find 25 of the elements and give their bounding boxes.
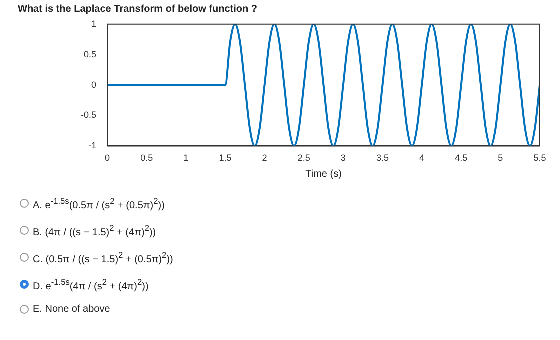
line-series — [108, 24, 540, 146]
x-tick-label: 0 — [105, 153, 110, 164]
y-tick-label: -1 — [88, 140, 97, 151]
chart-title: What is the Laplace Transform of below function ? — [18, 4, 258, 15]
x-tick-label: 5 — [498, 153, 504, 164]
text: A. e$^{-1.5s}$(0.5π / (s$^{2}$ + (0.5π)$^{2}$)) — [33, 196, 165, 212]
x-tick-label: 2 — [262, 153, 268, 164]
x-tick-label: 3.5 — [376, 153, 389, 164]
text: C. (0.5π / ((s − 1.5)$^{2}$ + (0.5π)$^{2}$)) — [33, 250, 174, 266]
text: D. e$^{-1.5s}$(4π / (s$^{2}$ + (4π)$^{2}$)) — [33, 277, 149, 292]
y-tick-label: 0.5 — [84, 49, 97, 60]
text: B. (4π / ((s − 1.5)$^{2}$ + (4π)$^{2}$)) — [33, 223, 156, 238]
x-tick-label: 1 — [184, 153, 189, 164]
x-tick-label: 5.5 — [534, 153, 546, 164]
y-tick-label: 0 — [91, 80, 97, 90]
x-tick-label: 3 — [340, 153, 346, 164]
x-tick-label: 2.5 — [298, 153, 310, 164]
x-axis-title: Time (s) — [306, 168, 342, 180]
x-tick-label: 1.5 — [219, 153, 232, 164]
x-tick-label: 4.5 — [455, 153, 468, 164]
y-tick-label: -0.5 — [80, 110, 97, 120]
x-tick-label: 4 — [420, 153, 425, 164]
x-tick-label: 0.5 — [140, 153, 154, 164]
y-tick-label: 1 — [91, 18, 97, 29]
text: E. None of above — [33, 304, 110, 315]
